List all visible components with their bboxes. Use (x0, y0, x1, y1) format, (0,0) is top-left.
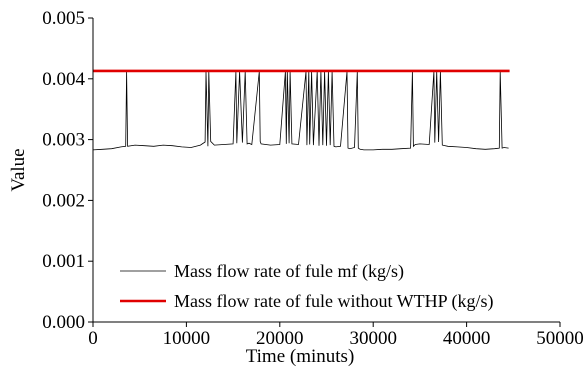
y-tick-label: 0.002 (42, 190, 85, 211)
series-line-mass-flow (92, 71, 509, 151)
x-tick-label: 10000 (163, 328, 211, 349)
x-tick-label: 0 (88, 328, 98, 349)
x-axis-label: Time (minuts) (246, 346, 355, 367)
y-tick-label: 0.005 (42, 8, 85, 29)
x-tick-label: 20000 (256, 328, 304, 349)
y-tick-label: 0.004 (42, 69, 85, 90)
x-tick-label: 40000 (443, 328, 491, 349)
plot-area (92, 69, 510, 151)
y-axis: 0.000 0.001 0.002 0.003 0.004 0.005 (42, 8, 94, 333)
x-tick-label: 30000 (349, 328, 397, 349)
y-axis-label: Value (8, 148, 29, 191)
y-tick-label: 0.000 (42, 312, 85, 333)
legend-background (112, 255, 567, 317)
x-tick-label: 50000 (536, 328, 584, 349)
y-tick-label: 0.001 (42, 251, 85, 272)
legend-entry-label: Mass flow rate of fule without WTHP (kg/… (174, 291, 493, 312)
x-axis: 0 10000 20000 30000 40000 50000 (88, 321, 584, 349)
legend: Mass flow rate of fule mf (kg/s) Mass flo… (112, 255, 567, 317)
legend-entry-label: Mass flow rate of fule mf (kg/s) (174, 261, 404, 282)
y-tick-label: 0.003 (42, 130, 85, 151)
